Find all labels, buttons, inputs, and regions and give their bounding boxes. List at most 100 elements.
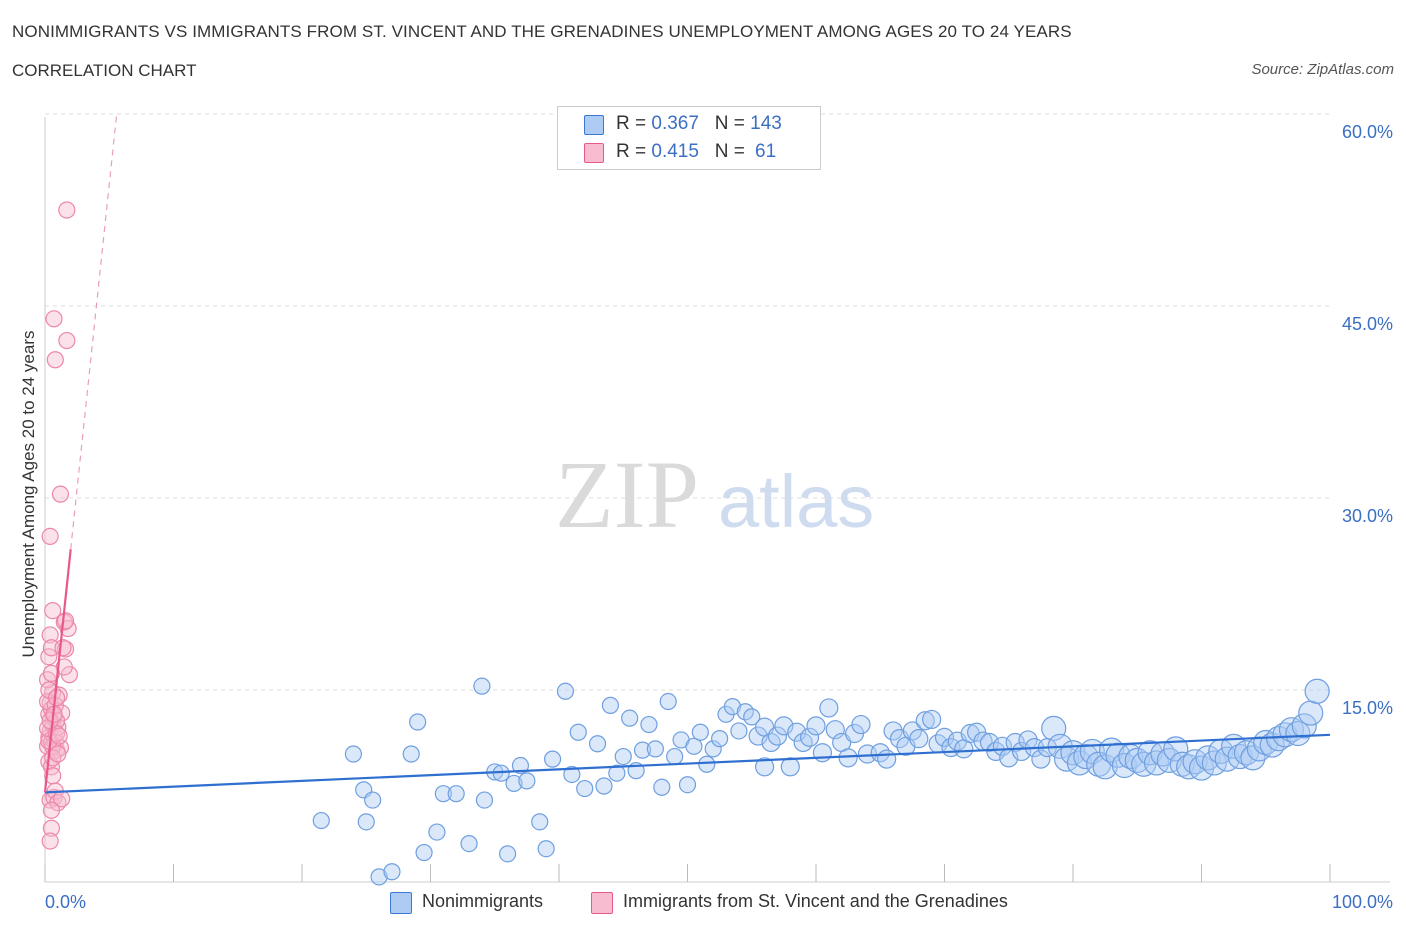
point-immigrants bbox=[58, 331, 76, 350]
point-nonimmigrants bbox=[537, 840, 555, 858]
r-label: R = bbox=[616, 141, 652, 162]
point-nonimmigrants bbox=[743, 708, 761, 726]
trend-line-immigrants-extension bbox=[70, 113, 118, 550]
watermark-atlas: atlas bbox=[718, 460, 874, 543]
point-nonimmigrants bbox=[799, 727, 820, 747]
point-nonimmigrants bbox=[1124, 747, 1150, 774]
x-tick-label: 100.0% bbox=[1332, 892, 1393, 912]
point-nonimmigrants bbox=[678, 776, 697, 794]
point-nonimmigrants bbox=[812, 743, 833, 763]
point-nonimmigrants bbox=[909, 729, 929, 749]
axes bbox=[44, 117, 1390, 883]
point-nonimmigrants bbox=[556, 682, 575, 700]
watermark: ZIP atlas bbox=[555, 441, 874, 548]
point-nonimmigrants bbox=[383, 863, 401, 881]
point-nonimmigrants bbox=[902, 721, 922, 741]
y-tick-label: 15.0% bbox=[1342, 698, 1393, 718]
point-nonimmigrants bbox=[563, 765, 581, 784]
point-nonimmigrants bbox=[621, 709, 639, 727]
point-nonimmigrants bbox=[576, 779, 594, 798]
point-nonimmigrants bbox=[357, 813, 375, 831]
point-nonimmigrants bbox=[434, 785, 452, 803]
point-nonimmigrants bbox=[666, 747, 684, 766]
point-nonimmigrants bbox=[499, 845, 517, 863]
point-nonimmigrants bbox=[473, 677, 491, 695]
grid bbox=[45, 113, 1330, 691]
point-nonimmigrants bbox=[1143, 750, 1170, 776]
point-immigrants bbox=[41, 626, 59, 644]
y-axis-label: Unemployment Among Ages 20 to 24 years bbox=[19, 331, 38, 658]
r-value: 0.415 bbox=[651, 141, 699, 162]
point-immigrants bbox=[56, 612, 75, 630]
point-nonimmigrants bbox=[569, 723, 587, 741]
trend-line-nonimmigrants bbox=[44, 733, 1331, 794]
legend-text: R = 0.367 N = 143 bbox=[616, 113, 782, 135]
point-immigrants bbox=[50, 727, 68, 745]
point-nonimmigrants bbox=[915, 711, 935, 731]
point-nonimmigrants bbox=[780, 757, 800, 777]
legend-text: R = 0.415 N = 61 bbox=[616, 141, 776, 163]
watermark-zip: ZIP bbox=[555, 441, 699, 548]
point-nonimmigrants bbox=[1298, 700, 1324, 726]
point-nonimmigrants bbox=[934, 727, 955, 747]
chart-title: NONIMMIGRANTS VS IMMIGRANTS FROM ST. VIN… bbox=[12, 22, 1072, 41]
point-immigrants bbox=[42, 801, 61, 819]
point-nonimmigrants bbox=[364, 791, 382, 809]
y-tick-label: 45.0% bbox=[1342, 314, 1393, 334]
point-immigrants bbox=[54, 639, 72, 657]
point-nonimmigrants bbox=[608, 764, 626, 782]
point-nonimmigrants bbox=[653, 778, 671, 796]
point-immigrants bbox=[46, 351, 64, 369]
point-immigrants bbox=[42, 664, 61, 682]
point-immigrants bbox=[51, 485, 70, 503]
n-label: N = bbox=[714, 113, 751, 134]
point-nonimmigrants bbox=[518, 772, 536, 790]
point-nonimmigrants bbox=[415, 843, 433, 862]
point-nonimmigrants bbox=[1111, 752, 1138, 779]
point-nonimmigrants bbox=[711, 730, 729, 748]
point-nonimmigrants bbox=[447, 785, 465, 803]
bottom-legend-label: Nonimmigrants bbox=[422, 891, 544, 911]
point-nonimmigrants bbox=[1227, 743, 1253, 770]
point-nonimmigrants bbox=[475, 791, 494, 809]
y-tick-label: 30.0% bbox=[1342, 506, 1393, 526]
point-nonimmigrants bbox=[344, 745, 362, 763]
point-nonimmigrants bbox=[1214, 746, 1240, 772]
point-nonimmigrants bbox=[754, 757, 775, 777]
point-nonimmigrants bbox=[402, 745, 420, 763]
point-nonimmigrants bbox=[370, 868, 388, 886]
point-nonimmigrants bbox=[992, 736, 1012, 756]
y-tick-label: 60.0% bbox=[1342, 122, 1393, 142]
point-nonimmigrants bbox=[659, 692, 677, 711]
point-nonimmigrants bbox=[806, 716, 826, 736]
r-label: R = bbox=[616, 113, 652, 134]
point-nonimmigrants bbox=[838, 748, 858, 768]
point-nonimmigrants bbox=[409, 713, 427, 731]
point-nonimmigrants bbox=[685, 737, 703, 755]
point-nonimmigrants bbox=[601, 696, 620, 714]
point-immigrants bbox=[41, 527, 59, 546]
point-nonimmigrants bbox=[819, 698, 839, 718]
point-nonimmigrants bbox=[767, 726, 788, 746]
point-immigrants bbox=[45, 310, 63, 328]
points bbox=[38, 201, 1330, 886]
legend-swatch-blue bbox=[584, 115, 604, 135]
point-immigrants bbox=[42, 819, 61, 837]
point-immigrants bbox=[58, 201, 76, 219]
point-nonimmigrants bbox=[698, 755, 716, 773]
point-nonimmigrants bbox=[1011, 741, 1032, 762]
tick-labels: 15.0% 30.0% 45.0% 60.0% 0.0% 100.0% bbox=[45, 122, 1393, 912]
point-nonimmigrants bbox=[883, 721, 903, 741]
r-value: 0.367 bbox=[651, 113, 699, 134]
point-nonimmigrants bbox=[614, 747, 632, 766]
point-nonimmigrants bbox=[428, 823, 446, 841]
point-nonimmigrants bbox=[312, 811, 330, 830]
point-nonimmigrants bbox=[531, 813, 549, 831]
trend-line-immigrants bbox=[43, 549, 72, 793]
point-nonimmigrants bbox=[877, 749, 897, 769]
point-nonimmigrants bbox=[1304, 678, 1330, 704]
bottom-legend-swatch-pink bbox=[591, 892, 613, 914]
point-nonimmigrants bbox=[646, 740, 664, 758]
point-nonimmigrants bbox=[511, 756, 530, 775]
